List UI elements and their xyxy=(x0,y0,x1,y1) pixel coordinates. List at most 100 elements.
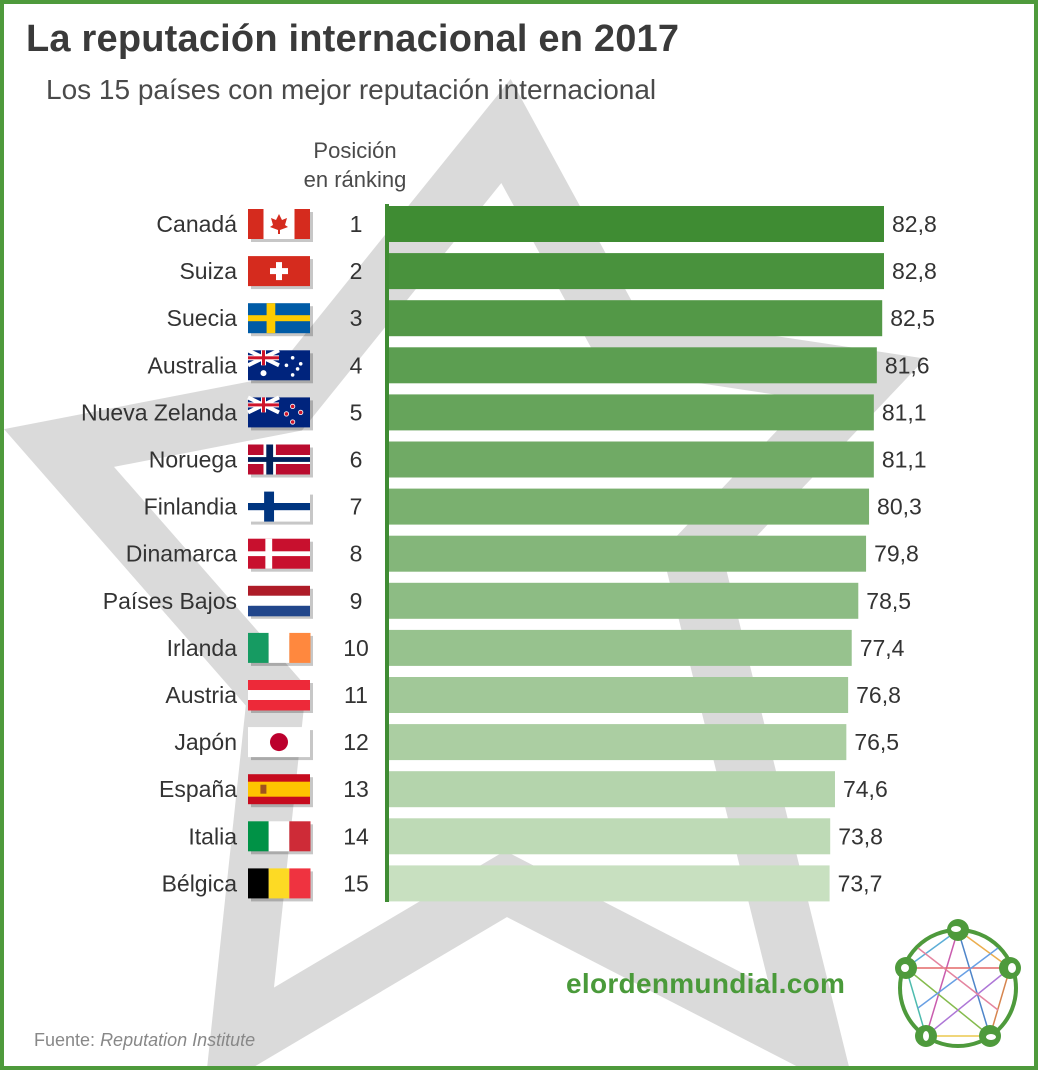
chart-row: Dinamarca 8 79,8 xyxy=(126,535,919,572)
bar xyxy=(389,206,884,242)
austria-flag-icon xyxy=(248,680,313,713)
rank-label: 14 xyxy=(343,823,369,849)
rank-label: 5 xyxy=(350,399,363,425)
rank-label: 2 xyxy=(350,258,363,284)
country-label: Países Bajos xyxy=(103,588,237,614)
source-name: Reputation Institute xyxy=(100,1030,256,1050)
bar-chart: Canadá 1 82,8 Suiza 2 82,8 Suecia 3 82,5 Australi… xyxy=(4,78,937,1066)
netherlands-flag-icon xyxy=(248,585,313,619)
rank-header-line2: en ránking xyxy=(303,167,407,192)
country-label: Dinamarca xyxy=(126,541,237,567)
japan-flag-icon xyxy=(248,727,313,761)
country-label: Australia xyxy=(148,352,238,378)
chart-row: Austria 11 76,8 xyxy=(165,677,901,713)
rank-label: 15 xyxy=(343,870,369,896)
bar xyxy=(389,347,877,384)
source-note: Fuente: Reputation Institute xyxy=(34,1030,255,1051)
italy-flag-icon xyxy=(248,821,313,855)
country-label: Japón xyxy=(174,729,237,755)
bar xyxy=(389,629,852,666)
value-label: 81,1 xyxy=(882,399,927,425)
rank-label: 1 xyxy=(350,211,363,237)
denmark-flag-icon xyxy=(248,538,313,572)
value-label: 82,8 xyxy=(892,211,937,237)
chart-row: Suiza 2 82,8 xyxy=(179,253,937,290)
chart-row: Japón 12 76,5 xyxy=(174,724,899,761)
country-label: Italia xyxy=(188,823,237,849)
chart-row: Países Bajos 9 78,5 xyxy=(103,582,911,619)
rank-column-header: Posición en ránking xyxy=(280,136,430,194)
rank-label: 8 xyxy=(350,541,363,567)
sweden-flag-icon xyxy=(248,303,313,337)
new-zealand-flag-icon xyxy=(247,395,313,431)
country-label: Bélgica xyxy=(162,870,238,896)
bar xyxy=(389,441,874,478)
bar xyxy=(389,488,870,525)
chart-row: Italia 14 73,8 xyxy=(188,818,883,855)
chart-row: Finlandia 7 80,3 xyxy=(144,488,922,525)
chart-row: Irlanda 10 77,4 xyxy=(167,629,905,666)
country-label: España xyxy=(159,776,237,802)
brand-link[interactable]: elordenmundial.com xyxy=(566,968,846,999)
canada-flag-icon xyxy=(248,209,313,242)
country-label: Suiza xyxy=(179,258,237,284)
value-label: 82,5 xyxy=(890,305,935,331)
rank-label: 13 xyxy=(343,776,369,802)
rank-label: 3 xyxy=(350,305,363,331)
switzerland-flag-icon xyxy=(248,256,313,290)
value-label: 80,3 xyxy=(877,494,922,520)
value-label: 82,8 xyxy=(892,258,937,284)
norway-flag-icon xyxy=(248,444,313,478)
value-label: 74,6 xyxy=(843,776,888,802)
rank-label: 10 xyxy=(343,635,369,661)
bar xyxy=(389,535,867,572)
country-label: Noruega xyxy=(149,447,237,473)
value-label: 76,8 xyxy=(856,682,901,708)
rank-label: 4 xyxy=(350,352,363,378)
chart-row: Suecia 3 82,5 xyxy=(167,300,935,337)
chart-row: España 13 74,6 xyxy=(159,771,888,808)
ireland-flag-icon xyxy=(248,632,313,666)
rank-label: 11 xyxy=(344,682,368,708)
rank-label: 6 xyxy=(350,447,363,473)
bar xyxy=(389,253,884,290)
finland-flag-icon xyxy=(248,491,313,525)
value-label: 78,5 xyxy=(866,588,911,614)
page-subtitle: Los 15 países con mejor reputación inter… xyxy=(46,74,657,105)
value-label: 76,5 xyxy=(854,729,899,755)
bar xyxy=(389,300,883,337)
page-title: La reputación internacional en 2017 xyxy=(26,18,680,60)
country-label: Finlandia xyxy=(144,494,238,520)
chart-row: Nueva Zelanda 5 81,1 xyxy=(81,394,927,431)
value-label: 81,6 xyxy=(885,352,930,378)
australia-flag-icon xyxy=(247,348,313,384)
value-label: 79,8 xyxy=(874,541,919,567)
chart-row: Noruega 6 81,1 xyxy=(149,441,927,478)
chart-row: Bélgica 15 73,7 xyxy=(162,865,883,902)
bar xyxy=(389,677,849,713)
value-label: 73,7 xyxy=(838,870,883,896)
bar xyxy=(389,771,835,808)
rank-header-line1: Posición xyxy=(313,138,397,163)
bar xyxy=(389,818,831,855)
belgium-flag-icon xyxy=(248,868,313,902)
bar xyxy=(389,865,830,902)
value-label: 73,8 xyxy=(838,823,883,849)
rank-label: 7 xyxy=(350,494,363,520)
country-label: Austria xyxy=(165,682,237,708)
country-label: Nueva Zelanda xyxy=(81,399,237,425)
value-label: 81,1 xyxy=(882,447,927,473)
bar xyxy=(389,394,874,431)
chart-row: Canadá 1 82,8 xyxy=(156,206,937,242)
chart-row: Australia 4 81,6 xyxy=(148,347,930,384)
rank-label: 12 xyxy=(343,729,369,755)
country-label: Canadá xyxy=(156,211,237,237)
country-label: Irlanda xyxy=(167,635,238,661)
globe-network-logo-icon xyxy=(895,919,1021,1048)
source-prefix: Fuente: xyxy=(34,1030,96,1050)
spain-flag-icon xyxy=(248,774,313,808)
value-label: 77,4 xyxy=(860,635,905,661)
bar xyxy=(389,724,847,761)
bar xyxy=(389,582,859,619)
